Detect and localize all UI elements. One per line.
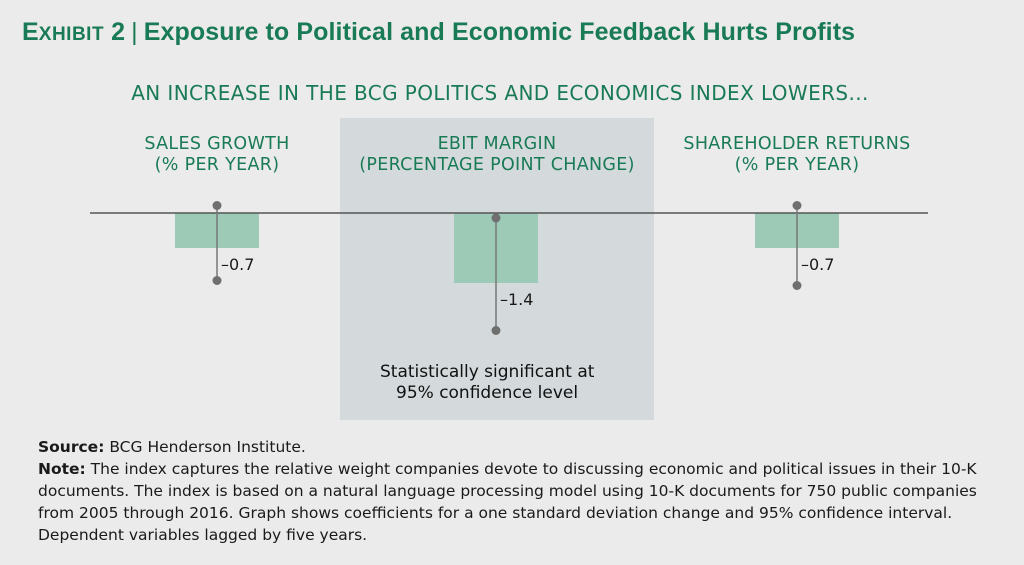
category-label-line2: (% PER YEAR) [154, 155, 280, 175]
exhibit-label-first-letter: E [22, 18, 39, 46]
note-label: Note: [38, 460, 86, 478]
data-label-2: –0.7 [801, 255, 834, 274]
category-label-line2: (PERCENTAGE POINT CHANGE) [359, 155, 635, 175]
error-bar-upper-dot-2 [792, 201, 802, 210]
source-line: Source: BCG Henderson Institute. [38, 436, 988, 458]
title-text: Exposure to Political and Economic Feedb… [143, 18, 856, 46]
data-label-1: –1.4 [500, 290, 533, 309]
note-text: The index captures the relative weight c… [38, 460, 977, 544]
category-label-line1: SALES GROWTH [144, 134, 290, 154]
category-label-line1: SHAREHOLDER RETURNS [683, 134, 911, 154]
error-bar-upper-dot-1 [491, 213, 501, 223]
category-label-line1: EBIT MARGIN [437, 134, 557, 154]
error-bar-lower-dot-2 [792, 281, 802, 290]
significance-annotation: Statistically significant at 95% confide… [380, 362, 594, 404]
data-label-0: –0.7 [221, 255, 254, 274]
exhibit-label-rest: XHIBIT [38, 24, 105, 45]
exhibit-number: 2 [111, 18, 126, 46]
category-label-ebit-margin: EBIT MARGIN (PERCENTAGE POINT CHANGE) [337, 134, 657, 176]
exhibit-title: EXHIBIT 2 | Exposure to Political and Econ… [22, 18, 855, 47]
annotation-line2: 95% confidence level [396, 383, 579, 403]
footer-notes: Source: BCG Henderson Institute. Note: T… [38, 436, 988, 546]
error-bar-upper-dot-0 [212, 201, 222, 210]
chart-title: AN INCREASE IN THE BCG POLITICS AND ECON… [131, 81, 869, 105]
error-bar-lower-dot-1 [491, 326, 501, 335]
title-separator: | [131, 18, 138, 46]
error-bar-lower-dot-0 [212, 276, 222, 285]
source-text: BCG Henderson Institute. [104, 438, 306, 456]
category-label-sales-growth: SALES GROWTH (% PER YEAR) [57, 134, 377, 176]
note-line: Note: The index captures the relative we… [38, 458, 988, 546]
annotation-line1: Statistically significant at [380, 362, 595, 382]
category-label-line2: (% PER YEAR) [734, 155, 860, 175]
source-label: Source: [38, 438, 105, 456]
category-label-shareholder-returns: SHAREHOLDER RETURNS (% PER YEAR) [637, 134, 957, 176]
